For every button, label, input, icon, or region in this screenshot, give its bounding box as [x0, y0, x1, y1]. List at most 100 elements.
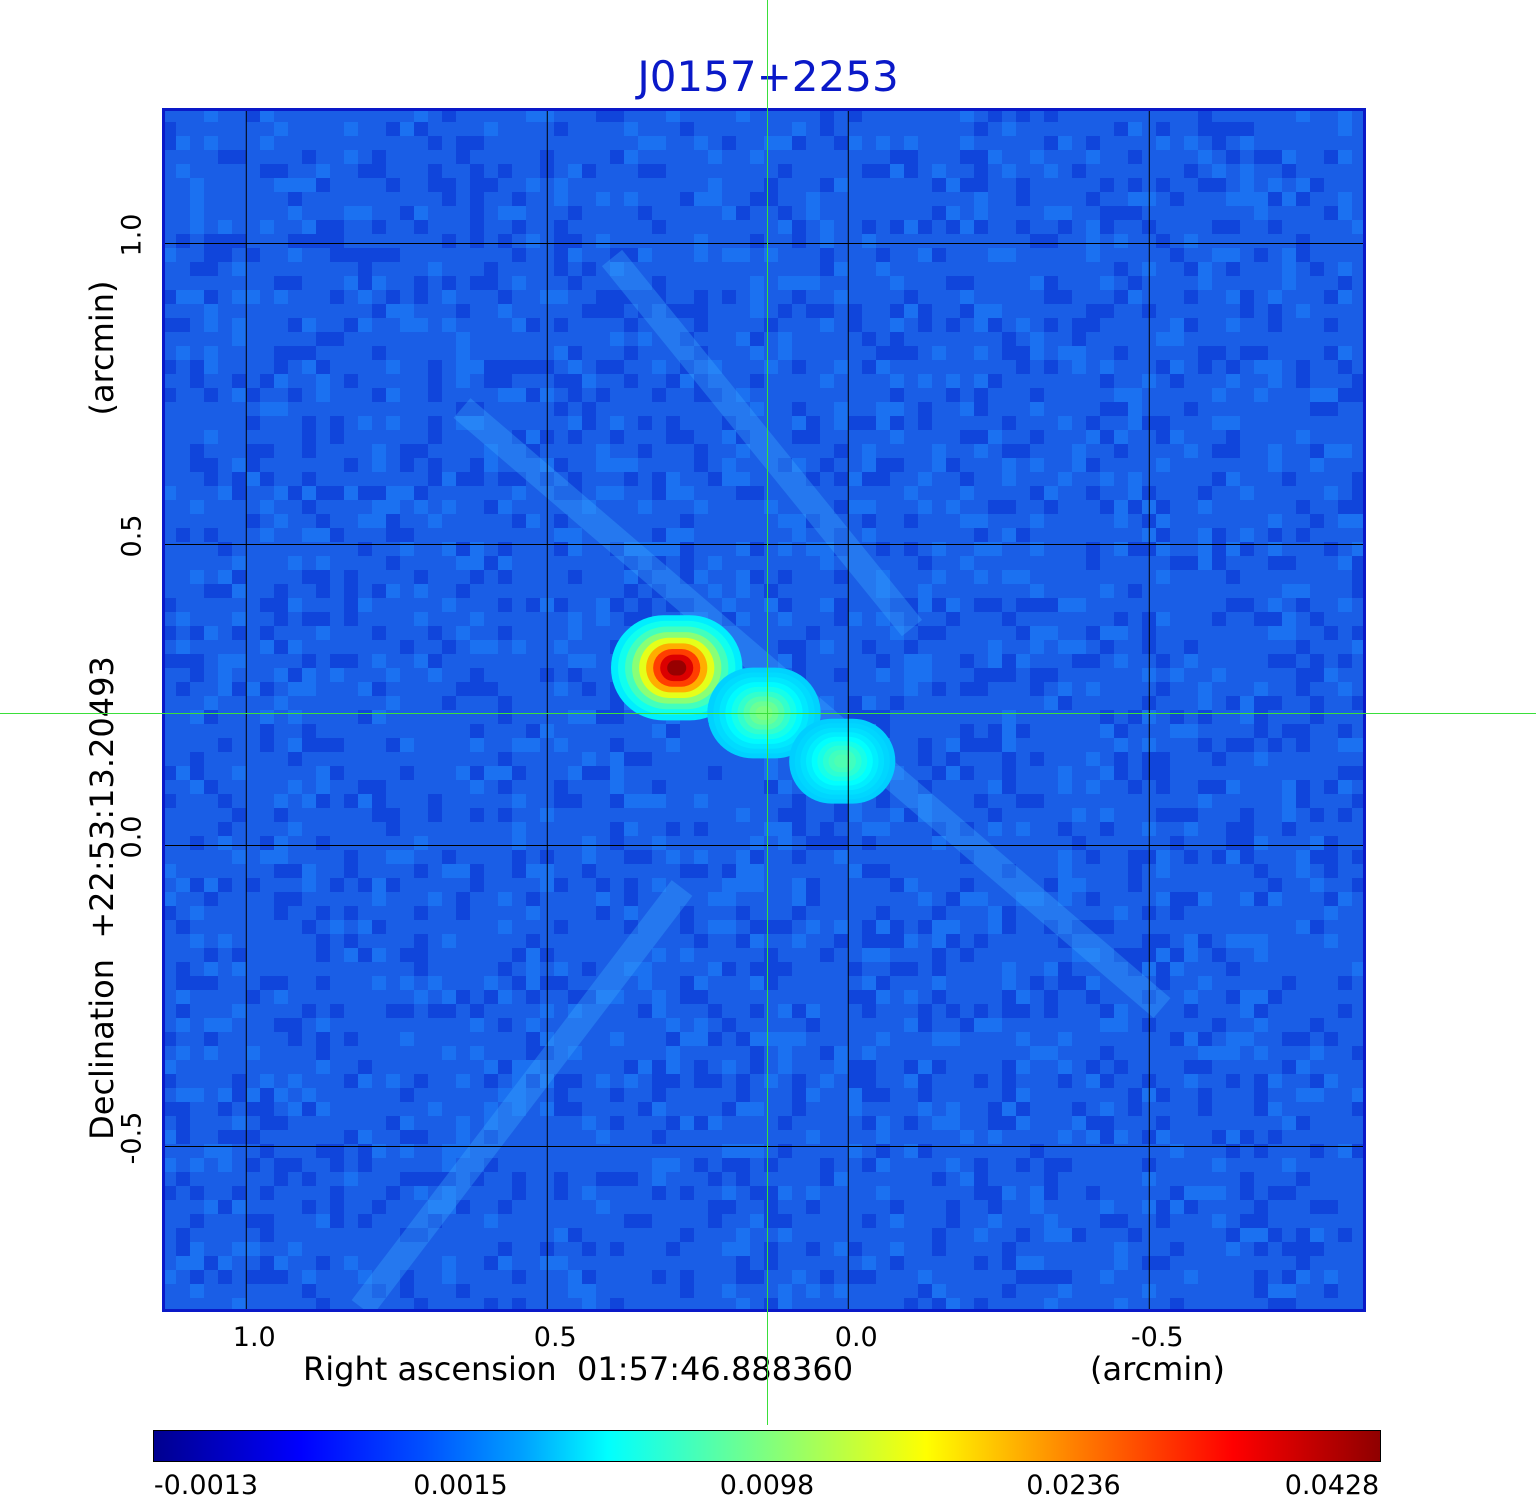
noise-cell — [498, 766, 512, 780]
noise-cell — [442, 290, 456, 304]
noise-cell — [624, 570, 638, 584]
noise-cell — [1240, 696, 1254, 710]
noise-cell — [218, 934, 232, 948]
noise-cell — [1156, 752, 1170, 766]
noise-cell — [330, 1158, 344, 1172]
noise-cell — [1016, 528, 1030, 542]
noise-cell — [918, 626, 932, 640]
noise-cell — [778, 920, 792, 934]
noise-cell — [190, 766, 204, 780]
noise-cell — [1352, 878, 1366, 892]
noise-cell — [1002, 1060, 1016, 1074]
noise-cell — [1044, 290, 1058, 304]
noise-cell — [484, 1102, 498, 1116]
noise-cell — [554, 248, 568, 262]
noise-cell — [1170, 1242, 1184, 1256]
noise-cell — [834, 850, 848, 864]
noise-cell — [274, 346, 288, 360]
noise-cell — [162, 1158, 176, 1172]
noise-cell — [162, 598, 176, 612]
noise-cell — [302, 234, 316, 248]
noise-cell — [470, 360, 484, 374]
noise-cell — [428, 794, 442, 808]
noise-cell — [624, 906, 638, 920]
noise-cell — [288, 192, 302, 206]
noise-cell — [876, 864, 890, 878]
noise-cell — [316, 766, 330, 780]
noise-cell — [1100, 206, 1114, 220]
noise-cell — [568, 654, 582, 668]
noise-cell — [554, 878, 568, 892]
noise-cell — [330, 1186, 344, 1200]
noise-cell — [330, 1200, 344, 1214]
noise-cell — [1002, 766, 1016, 780]
heatmap-svg[interactable] — [162, 108, 1366, 1312]
noise-cell — [372, 500, 386, 514]
noise-cell — [1072, 318, 1086, 332]
noise-cell — [1058, 640, 1072, 654]
noise-cell — [610, 1116, 624, 1130]
noise-cell — [1100, 1102, 1114, 1116]
noise-cell — [162, 1186, 176, 1200]
noise-cell — [386, 584, 400, 598]
noise-cell — [792, 1270, 806, 1284]
noise-cell — [232, 1088, 246, 1102]
noise-cell — [1310, 402, 1324, 416]
noise-cell — [834, 472, 848, 486]
noise-cell — [610, 108, 624, 122]
noise-cell — [260, 1088, 274, 1102]
noise-cell — [638, 1060, 652, 1074]
noise-cell — [260, 472, 274, 486]
noise-cell — [358, 542, 372, 556]
noise-cell — [274, 1256, 288, 1270]
noise-cell — [918, 584, 932, 598]
noise-cell — [554, 122, 568, 136]
noise-cell — [946, 206, 960, 220]
noise-cell — [778, 514, 792, 528]
noise-cell — [1016, 1088, 1030, 1102]
noise-cell — [974, 542, 988, 556]
noise-cell — [1184, 290, 1198, 304]
noise-cell — [232, 654, 246, 668]
noise-cell — [1282, 164, 1296, 178]
noise-cell — [372, 346, 386, 360]
noise-cell — [1254, 948, 1268, 962]
noise-cell — [638, 164, 652, 178]
noise-cell — [1282, 1116, 1296, 1130]
noise-cell — [974, 1186, 988, 1200]
noise-cell — [974, 164, 988, 178]
noise-cell — [512, 472, 526, 486]
noise-cell — [638, 962, 652, 976]
noise-cell — [750, 1060, 764, 1074]
noise-cell — [918, 318, 932, 332]
noise-cell — [162, 864, 176, 878]
noise-cell — [596, 990, 610, 1004]
noise-cell — [512, 1060, 526, 1074]
noise-cell — [358, 1158, 372, 1172]
noise-cell — [736, 570, 750, 584]
noise-cell — [274, 864, 288, 878]
noise-cell — [1044, 108, 1058, 122]
source-contour — [834, 754, 851, 768]
noise-cell — [1184, 1200, 1198, 1214]
noise-cell — [1002, 346, 1016, 360]
noise-cell — [330, 430, 344, 444]
noise-cell — [988, 654, 1002, 668]
noise-cell — [1240, 1130, 1254, 1144]
noise-cell — [1324, 1270, 1338, 1284]
noise-cell — [1338, 514, 1352, 528]
noise-cell — [1016, 1256, 1030, 1270]
noise-cell — [1044, 920, 1058, 934]
noise-cell — [1156, 500, 1170, 514]
noise-cell — [1226, 262, 1240, 276]
noise-cell — [806, 430, 820, 444]
noise-cell — [848, 962, 862, 976]
noise-cell — [302, 1270, 316, 1284]
noise-cell — [624, 458, 638, 472]
image-panel[interactable] — [162, 108, 1366, 1312]
noise-cell — [708, 1172, 722, 1186]
noise-cell — [1128, 850, 1142, 864]
noise-cell — [246, 108, 260, 122]
noise-cell — [400, 1270, 414, 1284]
noise-cell — [736, 1144, 750, 1158]
